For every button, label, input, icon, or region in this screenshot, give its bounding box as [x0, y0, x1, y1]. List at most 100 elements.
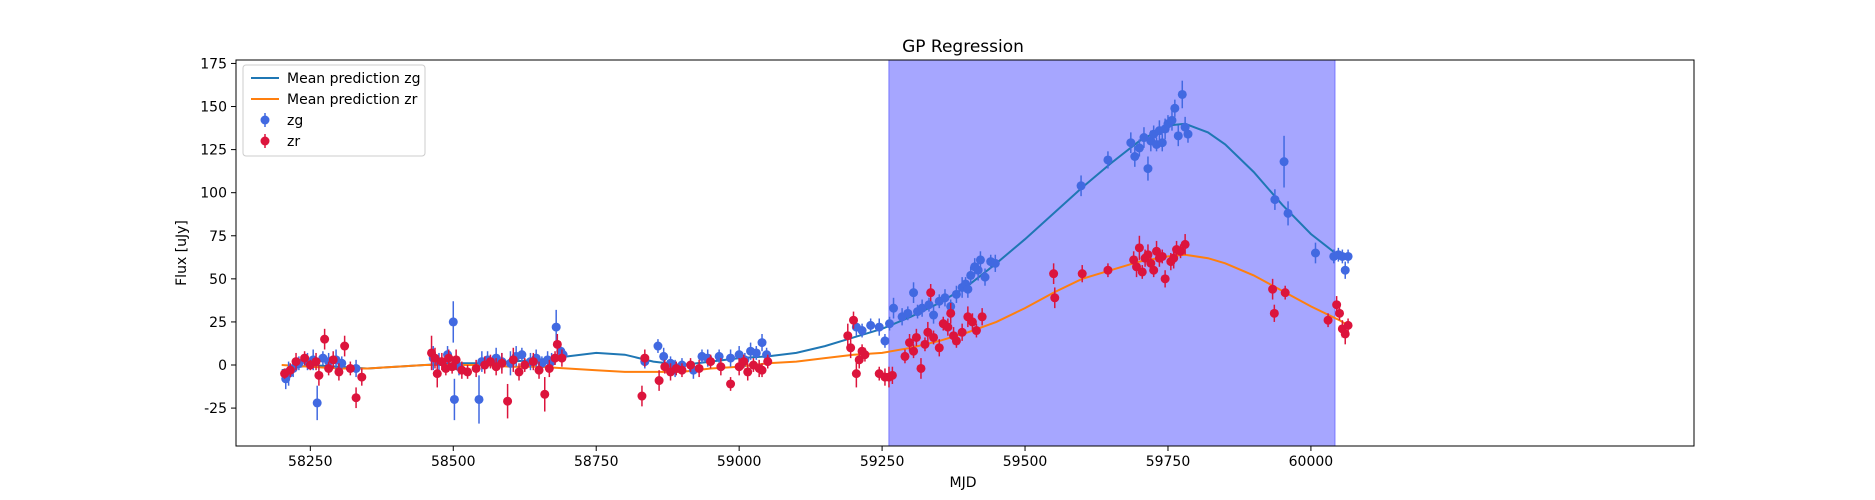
marker: [743, 367, 753, 377]
point-zr: [951, 333, 961, 348]
marker: [497, 358, 507, 368]
point-zr: [934, 339, 944, 357]
point-zr: [743, 363, 753, 381]
point-zr: [552, 333, 562, 355]
point-zr: [447, 359, 457, 374]
y-tick-label: -25: [204, 401, 227, 417]
legend-label: zr: [287, 134, 300, 150]
legend-label: Mean prediction zg: [287, 71, 421, 87]
marker: [312, 398, 322, 408]
marker: [903, 308, 913, 318]
point-zr: [1335, 306, 1345, 321]
marker: [905, 338, 915, 348]
marker: [1343, 320, 1353, 330]
point-zr: [485, 354, 495, 369]
marker: [1134, 143, 1144, 153]
point-zg: [966, 266, 976, 285]
point-zg: [917, 299, 927, 317]
marker: [540, 389, 550, 399]
point-zr: [946, 302, 956, 324]
x-tick-label: 59250: [860, 454, 905, 470]
x-tick-label: 60000: [1289, 454, 1334, 470]
marker: [520, 360, 530, 370]
point-zr: [1160, 270, 1170, 288]
point-zr: [957, 323, 967, 341]
point-zr: [716, 358, 726, 376]
point-zr: [534, 361, 544, 379]
marker: [328, 355, 338, 365]
point-zg: [1270, 189, 1280, 210]
legend-label: zg: [287, 113, 303, 129]
data-points: [280, 80, 1353, 424]
point-zr: [887, 366, 897, 384]
marker: [1268, 284, 1278, 294]
marker: [1283, 208, 1293, 218]
marker: [706, 357, 716, 367]
x-tick-label: 58250: [288, 454, 333, 470]
point-zg: [448, 301, 458, 343]
point-zr: [1176, 244, 1186, 259]
marker: [694, 363, 704, 373]
marker: [917, 303, 927, 313]
marker: [1132, 262, 1142, 272]
marker: [345, 363, 355, 373]
marker: [1160, 274, 1170, 284]
point-zr: [977, 308, 987, 326]
point-zr: [520, 358, 530, 372]
point-zg: [1177, 80, 1187, 109]
point-zr: [351, 387, 361, 409]
point-zg: [889, 297, 899, 319]
marker: [943, 322, 953, 332]
point-zg: [312, 385, 322, 421]
marker: [1310, 248, 1320, 258]
point-zr: [334, 363, 344, 381]
point-zg: [449, 378, 459, 421]
point-zr: [508, 347, 518, 372]
point-zr: [943, 318, 953, 336]
point-zr: [497, 352, 507, 374]
point-zr: [900, 349, 910, 364]
point-zr: [905, 333, 915, 352]
marker: [471, 363, 481, 373]
gp-mean-lines: [281, 122, 1346, 373]
point-zg: [909, 282, 919, 303]
point-zr: [550, 351, 560, 366]
point-zr: [686, 358, 696, 372]
point-zr: [557, 349, 567, 367]
point-zr: [357, 368, 367, 386]
y-tick-label: 25: [209, 315, 227, 331]
marker: [967, 317, 977, 327]
marker: [860, 350, 870, 360]
point-zg: [659, 347, 669, 366]
marker: [432, 369, 442, 379]
point-zr: [860, 347, 870, 362]
point-zg: [929, 306, 939, 324]
y-tick-label: 125: [200, 143, 227, 159]
point-zg: [1143, 156, 1153, 181]
point-zg: [757, 333, 767, 352]
point-zr: [311, 352, 321, 371]
marker: [951, 289, 961, 299]
marker: [551, 322, 561, 332]
point-zr: [1157, 249, 1167, 264]
point-zr: [971, 323, 981, 338]
point-zr: [1280, 285, 1290, 300]
shaded-region: [888, 59, 1336, 447]
marker: [866, 320, 876, 330]
point-zg: [866, 318, 876, 333]
legend-item-zr-marker: zr: [260, 134, 300, 150]
point-zr: [637, 385, 647, 407]
marker: [1134, 243, 1144, 253]
point-zg: [1170, 99, 1180, 117]
marker: [485, 357, 495, 367]
point-zr: [463, 365, 473, 379]
marker: [1050, 293, 1060, 303]
marker: [911, 332, 921, 342]
marker: [550, 353, 560, 363]
y-axis-label: Flux [uJy]: [174, 220, 190, 286]
marker: [857, 326, 867, 336]
point-zr: [503, 383, 513, 419]
marker: [677, 365, 687, 375]
point-zr: [314, 365, 324, 386]
